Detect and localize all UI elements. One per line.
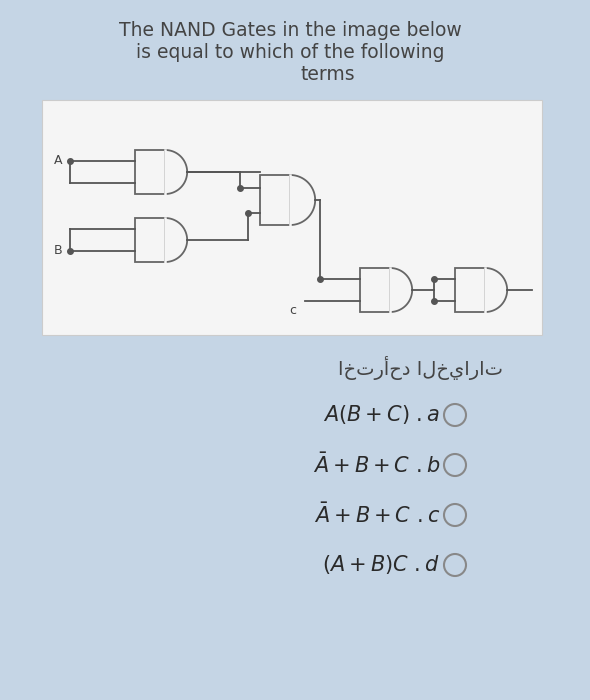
- Text: $A(B + C)\ .a$: $A(B + C)\ .a$: [323, 403, 440, 426]
- Circle shape: [444, 554, 466, 576]
- Text: B: B: [54, 244, 63, 258]
- Circle shape: [444, 454, 466, 476]
- Text: $\bar{A} + B + C\ .c$: $\bar{A} + B + C\ .c$: [314, 503, 440, 527]
- Text: terms: terms: [300, 64, 355, 83]
- Bar: [360, 268, 390, 312]
- Text: c: c: [290, 304, 297, 318]
- Bar: [42, 100, 542, 335]
- Text: The NAND Gates in the image below: The NAND Gates in the image below: [119, 20, 461, 39]
- Circle shape: [444, 504, 466, 526]
- Bar: [260, 175, 290, 225]
- Text: A: A: [54, 155, 63, 167]
- Text: $(A + B)C\ .d$: $(A + B)C\ .d$: [322, 554, 440, 577]
- Circle shape: [444, 404, 466, 426]
- Bar: [455, 268, 485, 312]
- Bar: [135, 150, 165, 194]
- Text: اخترأحد الخيارات: اخترأحد الخيارات: [337, 356, 503, 380]
- Text: is equal to which of the following: is equal to which of the following: [136, 43, 444, 62]
- Bar: [135, 218, 165, 262]
- Text: $\bar{A} + B + C\ .b$: $\bar{A} + B + C\ .b$: [313, 453, 440, 477]
